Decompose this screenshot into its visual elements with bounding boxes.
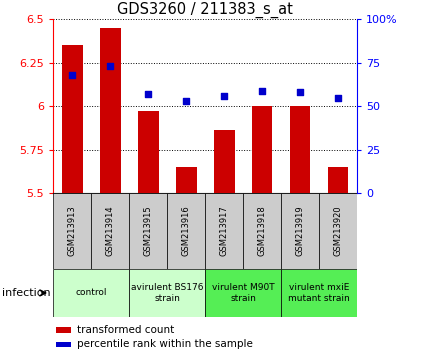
Text: infection: infection	[2, 288, 51, 298]
Text: GSM213913: GSM213913	[68, 206, 76, 256]
Text: GSM213915: GSM213915	[144, 206, 153, 256]
Text: virulent M90T
strain: virulent M90T strain	[212, 283, 275, 303]
Bar	[176, 167, 196, 193]
Bar	[205, 193, 243, 269]
Bar	[138, 112, 159, 193]
Bar	[205, 269, 281, 317]
Text: percentile rank within the sample: percentile rank within the sample	[77, 339, 253, 349]
Bar	[129, 269, 205, 317]
Title: GDS3260 / 211383_s_at: GDS3260 / 211383_s_at	[117, 2, 293, 18]
Text: avirulent BS176
strain: avirulent BS176 strain	[131, 283, 203, 303]
Text: GSM213917: GSM213917	[220, 206, 229, 256]
Text: transformed count: transformed count	[77, 325, 175, 335]
Bar	[99, 28, 121, 193]
Point	[183, 98, 190, 104]
Text: virulent mxiE
mutant strain: virulent mxiE mutant strain	[288, 283, 350, 303]
Bar	[62, 46, 82, 193]
Bar	[53, 269, 129, 317]
Bar	[53, 193, 91, 269]
Bar	[243, 193, 281, 269]
Text: GSM213918: GSM213918	[258, 206, 266, 256]
Bar	[319, 193, 357, 269]
Text: GSM213916: GSM213916	[181, 206, 190, 256]
Bar	[281, 269, 357, 317]
Point	[334, 95, 341, 101]
Point	[144, 91, 151, 97]
Point	[297, 90, 303, 95]
Bar	[252, 106, 272, 193]
Bar	[129, 193, 167, 269]
Bar	[56, 342, 71, 347]
Bar	[328, 167, 348, 193]
Bar	[214, 131, 235, 193]
Bar	[289, 106, 311, 193]
Bar	[56, 327, 71, 333]
Text: GSM213920: GSM213920	[334, 206, 343, 256]
Point	[259, 88, 266, 93]
Bar	[281, 193, 319, 269]
Point	[221, 93, 227, 99]
Text: control: control	[75, 289, 107, 297]
Point	[107, 63, 113, 69]
Bar	[91, 193, 129, 269]
Bar	[167, 193, 205, 269]
Text: GSM213914: GSM213914	[105, 206, 115, 256]
Point	[69, 72, 76, 78]
Text: GSM213919: GSM213919	[295, 206, 305, 256]
